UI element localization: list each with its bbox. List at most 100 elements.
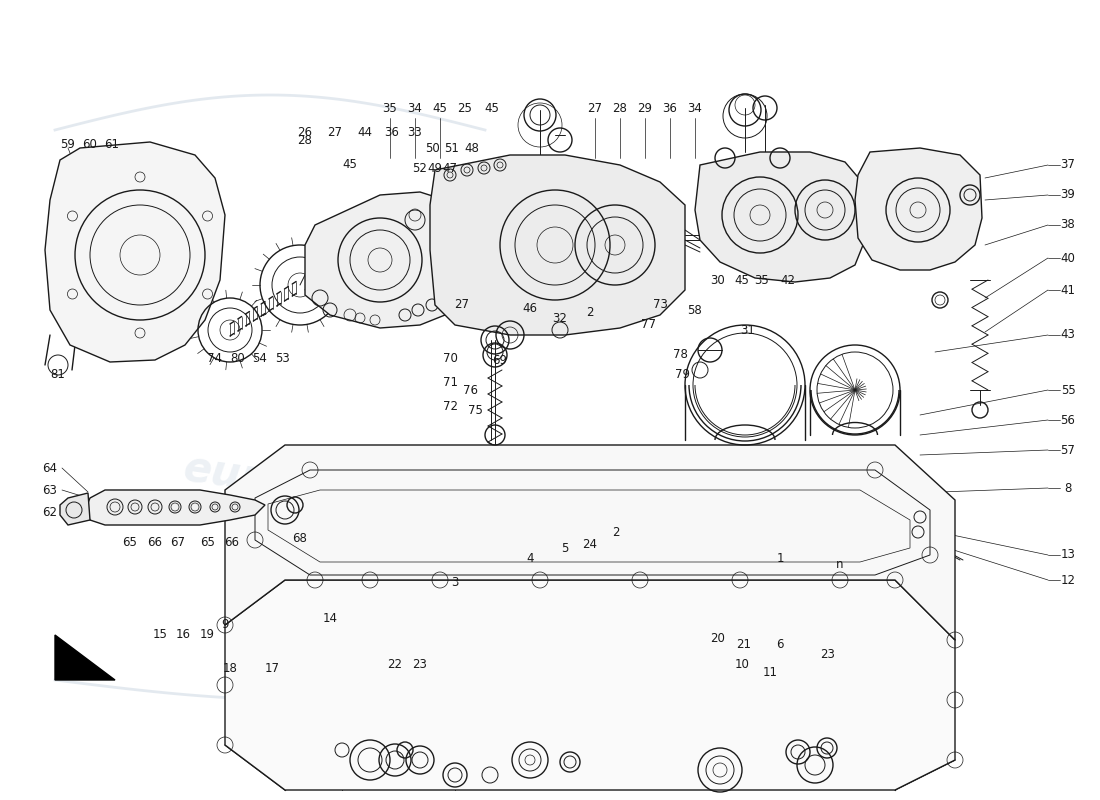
Text: 39: 39 xyxy=(1060,189,1076,202)
Text: 71: 71 xyxy=(442,375,458,389)
Text: 30: 30 xyxy=(711,274,725,286)
Text: 11: 11 xyxy=(762,666,778,678)
Text: 57: 57 xyxy=(1060,443,1076,457)
Text: 63: 63 xyxy=(43,483,57,497)
Text: 35: 35 xyxy=(383,102,397,114)
Text: 61: 61 xyxy=(104,138,120,151)
Text: 75: 75 xyxy=(468,403,483,417)
Text: 44: 44 xyxy=(358,126,373,138)
Text: 53: 53 xyxy=(275,351,289,365)
Text: 42: 42 xyxy=(781,274,795,286)
Text: 56: 56 xyxy=(1060,414,1076,426)
Text: 22: 22 xyxy=(387,658,403,671)
Text: 3: 3 xyxy=(451,575,459,589)
Text: 8: 8 xyxy=(1065,482,1071,494)
Text: 4: 4 xyxy=(526,551,534,565)
Text: 9: 9 xyxy=(221,618,229,631)
Text: 72: 72 xyxy=(442,399,458,413)
Text: 19: 19 xyxy=(199,629,214,642)
Text: 38: 38 xyxy=(1060,218,1076,231)
Text: 74: 74 xyxy=(208,351,222,365)
Text: 25: 25 xyxy=(458,102,472,114)
Text: 59: 59 xyxy=(60,138,76,151)
Text: 29: 29 xyxy=(638,102,652,114)
Text: 67: 67 xyxy=(170,537,186,550)
Text: 28: 28 xyxy=(298,134,312,146)
Polygon shape xyxy=(855,148,982,270)
Text: 1: 1 xyxy=(777,551,783,565)
Text: 2: 2 xyxy=(613,526,619,538)
Text: 52: 52 xyxy=(412,162,428,174)
Text: 60: 60 xyxy=(82,138,98,151)
Polygon shape xyxy=(55,635,116,680)
Text: 13: 13 xyxy=(1060,549,1076,562)
Text: 66: 66 xyxy=(147,537,163,550)
Text: 68: 68 xyxy=(293,531,307,545)
Polygon shape xyxy=(695,152,865,282)
Text: 40: 40 xyxy=(1060,251,1076,265)
Text: 6: 6 xyxy=(777,638,783,651)
Text: 58: 58 xyxy=(686,303,702,317)
Text: 70: 70 xyxy=(442,351,458,365)
Text: 76: 76 xyxy=(462,383,477,397)
Text: 23: 23 xyxy=(821,649,835,662)
Text: 17: 17 xyxy=(264,662,279,674)
Text: 45: 45 xyxy=(432,102,448,114)
Text: 36: 36 xyxy=(385,126,399,138)
Text: 43: 43 xyxy=(1060,329,1076,342)
Polygon shape xyxy=(226,580,955,790)
Text: 65: 65 xyxy=(200,537,216,550)
Text: 37: 37 xyxy=(1060,158,1076,171)
Text: 77: 77 xyxy=(640,318,656,331)
Text: 34: 34 xyxy=(688,102,703,114)
Text: n: n xyxy=(836,558,844,571)
Polygon shape xyxy=(85,490,265,525)
Text: 27: 27 xyxy=(587,102,603,114)
Text: 47: 47 xyxy=(442,162,458,174)
Text: eurspares: eurspares xyxy=(570,623,808,697)
Text: 14: 14 xyxy=(322,611,338,625)
Text: 64: 64 xyxy=(43,462,57,474)
Text: 16: 16 xyxy=(176,629,190,642)
Text: 18: 18 xyxy=(222,662,238,674)
Text: 41: 41 xyxy=(1060,283,1076,297)
Text: 35: 35 xyxy=(755,274,769,286)
Text: 26: 26 xyxy=(297,126,312,138)
Text: 51: 51 xyxy=(444,142,460,154)
Text: 23: 23 xyxy=(412,658,428,671)
Text: 62: 62 xyxy=(43,506,57,518)
Text: 5: 5 xyxy=(561,542,569,554)
Text: 81: 81 xyxy=(51,369,65,382)
Text: 45: 45 xyxy=(485,102,499,114)
Text: 33: 33 xyxy=(408,126,422,138)
Text: 12: 12 xyxy=(1060,574,1076,586)
Text: 46: 46 xyxy=(522,302,538,314)
Text: 73: 73 xyxy=(652,298,668,311)
Text: 66: 66 xyxy=(224,537,240,550)
Text: 31: 31 xyxy=(740,323,756,337)
Text: 69: 69 xyxy=(493,354,507,366)
Text: 48: 48 xyxy=(464,142,480,154)
Text: 45: 45 xyxy=(735,274,749,286)
Text: 27: 27 xyxy=(454,298,470,311)
Text: 34: 34 xyxy=(408,102,422,114)
Text: 45: 45 xyxy=(342,158,358,171)
Text: 49: 49 xyxy=(428,162,442,174)
Text: 36: 36 xyxy=(662,102,678,114)
Text: 54: 54 xyxy=(253,351,267,365)
Text: 55: 55 xyxy=(1060,383,1076,397)
Text: 28: 28 xyxy=(613,102,627,114)
Polygon shape xyxy=(305,192,455,328)
Text: eurspares: eurspares xyxy=(180,448,418,522)
Text: 21: 21 xyxy=(737,638,751,651)
Text: 32: 32 xyxy=(552,311,568,325)
Text: 2: 2 xyxy=(586,306,594,318)
Polygon shape xyxy=(226,445,955,640)
Text: 20: 20 xyxy=(711,631,725,645)
Text: 65: 65 xyxy=(122,537,138,550)
Text: 78: 78 xyxy=(672,349,688,362)
Text: 79: 79 xyxy=(674,369,690,382)
Text: 10: 10 xyxy=(735,658,749,671)
Polygon shape xyxy=(45,142,225,362)
Text: 50: 50 xyxy=(425,142,439,154)
